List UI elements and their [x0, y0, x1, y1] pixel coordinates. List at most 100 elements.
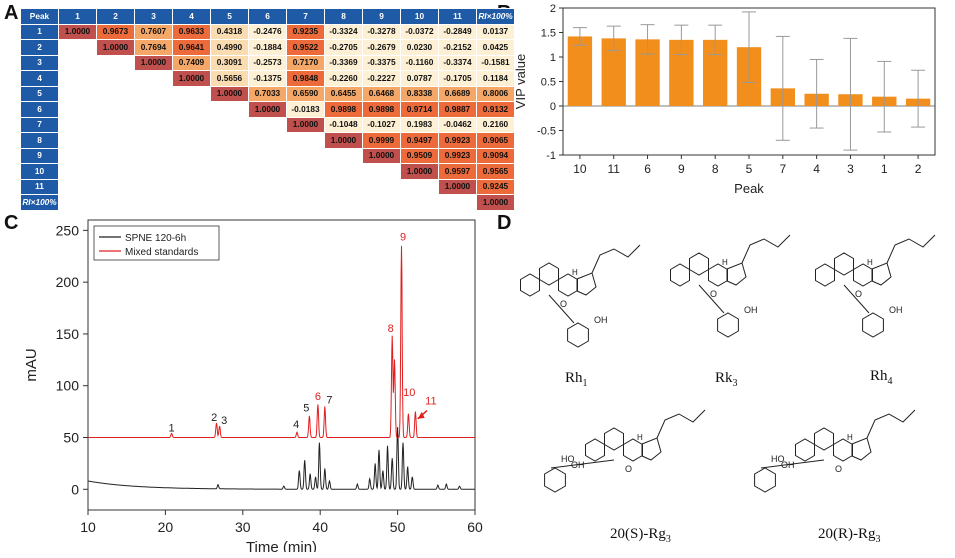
steroid-skeleton [754, 409, 916, 493]
heatmap-cell: 0.6468 [362, 85, 401, 102]
heatmap-col-label: 9 [362, 8, 401, 25]
heatmap-cell: 0.3091 [210, 54, 249, 71]
glycosidic-bond [550, 459, 615, 469]
heatmap-cell: 1.0000 [476, 194, 515, 211]
heatmap-col-label: 8 [324, 8, 363, 25]
x-tick-label: 7 [779, 162, 786, 176]
atom-ho: HO [771, 454, 785, 464]
heatmap-empty-cell [134, 101, 173, 118]
series-line [88, 245, 475, 438]
peak-label: 3 [221, 415, 227, 427]
label-rh4-sub: 4 [887, 376, 893, 387]
heatmap-row: 6 1.0000 -0.0183 0.9898 0.9898 0.9714 0.9887 0.… [20, 101, 515, 118]
heatmap-cell: 0.9898 [324, 101, 363, 118]
heatmap-empty-cell [286, 132, 325, 149]
x-tick-label: 3 [847, 162, 854, 176]
heatmap-col-label: RI×100% [476, 8, 515, 25]
ring-a [520, 273, 540, 297]
glycosidic-bond [760, 459, 825, 469]
x-tick-label: 6 [644, 162, 651, 176]
heatmap-cell: 0.6455 [324, 85, 363, 102]
atom-o: O [625, 464, 632, 474]
heatmap-empty-cell [172, 132, 211, 149]
ring-a [670, 263, 690, 287]
label-rk3-sub: 3 [732, 378, 738, 389]
x-tick-label: 4 [813, 162, 820, 176]
heatmap-empty-cell [210, 101, 249, 118]
heatmap-empty-cell [58, 178, 97, 195]
heatmap-empty-cell [172, 85, 211, 102]
y-tick-label: 200 [56, 274, 80, 290]
x-tick-label: 9 [678, 162, 685, 176]
heatmap-empty-cell [324, 163, 363, 180]
panel-label-c: C [4, 212, 19, 234]
heatmap-row-label: 6 [20, 101, 59, 118]
heatmap-empty-cell [172, 147, 211, 164]
label-rh1: Rh1 [565, 370, 588, 389]
heatmap-row: 7 1.0000 -0.1048 -0.1027 0.1983 -0.0462 0.2160 [20, 116, 515, 133]
heatmap-empty-cell [248, 163, 287, 180]
peak-arrow-head [417, 411, 425, 419]
heatmap-empty-cell [96, 116, 135, 133]
heatmap-col-label: 1 [58, 8, 97, 25]
heatmap-cell: 0.9132 [476, 101, 515, 118]
heatmap-cell: 1.0000 [210, 85, 249, 102]
steroid-skeleton [544, 409, 706, 493]
heatmap-cell: 0.7033 [248, 85, 287, 102]
heatmap-cell: 0.7170 [286, 54, 325, 71]
heatmap-row: 9 1.0000 0.9509 0.9923 0.9094 [20, 147, 515, 164]
heatmap-cell: -0.2679 [362, 39, 401, 56]
y-axis-title: VIP value [513, 54, 528, 109]
heatmap-empty-cell [96, 85, 135, 102]
heatmap-cell: 0.9898 [362, 101, 401, 118]
x-tick-label: 10 [573, 162, 587, 176]
heatmap-row: 3 1.0000 0.7409 0.3091 -0.2573 0.7170 -0.3369-… [20, 54, 515, 71]
heatmap-col-label: 6 [248, 8, 287, 25]
heatmap-empty-cell [324, 178, 363, 195]
heatmap-cell: 0.9235 [286, 23, 325, 40]
heatmap-cell: -0.0183 [286, 101, 325, 118]
heatmap-empty-cell [96, 70, 135, 87]
x-axis-title: Peak [734, 181, 764, 196]
heatmap-empty-cell [58, 194, 97, 211]
heatmap-cell: 0.0425 [476, 39, 515, 56]
series-line [87, 427, 475, 490]
heatmap-col-label: 7 [286, 8, 325, 25]
heatmap-cell: 1.0000 [134, 54, 173, 71]
heatmap-empty-cell [134, 194, 173, 211]
heatmap-row: 10 1.0000 0.9597 0.9565 [20, 163, 515, 180]
steroid-skeleton [670, 234, 791, 338]
heatmap-row-label: 4 [20, 70, 59, 87]
glycosidic-bond [548, 294, 575, 324]
heatmap-cell: 0.9999 [362, 132, 401, 149]
sugar-ring [567, 322, 589, 348]
heatmap-col-label: 2 [96, 8, 135, 25]
heatmap-empty-cell [362, 178, 401, 195]
y-tick-label: 0 [550, 101, 556, 113]
steroid-skeleton [815, 234, 936, 338]
atom-oh: OH [571, 460, 585, 470]
vip-bar-chart: -1 -0.5 0 0.5 1 1.5 2 10 11 6 9 8 5 7 4 3 1 2 Peak VIP valu… [513, 3, 936, 196]
label-20r-rg3-main: 20(R)-Rg [818, 526, 876, 542]
heatmap-corner-label: Peak [20, 8, 59, 25]
x-tick-label: 2 [915, 162, 922, 176]
peak-label: 4 [293, 419, 299, 431]
ring-b [539, 262, 559, 286]
ring-b [834, 252, 854, 276]
y-tick-label: -0.5 [537, 126, 556, 138]
ring-d [871, 262, 892, 286]
heatmap-cell: -0.1160 [400, 54, 439, 71]
heatmap-cell: -0.2260 [324, 70, 363, 87]
heatmap-cell: -0.3324 [324, 23, 363, 40]
heatmap-empty-cell [210, 194, 249, 211]
label-20r-rg3: 20(R)-Rg3 [818, 526, 881, 545]
heatmap-col-label: 5 [210, 8, 249, 25]
heatmap-row: 1 1.0000 0.9673 0.7607 0.9633 0.4318 -0.2476 0.… [20, 23, 515, 40]
heatmap-cell: -0.3374 [438, 54, 477, 71]
glycosidic-bond [843, 284, 870, 314]
heatmap-col-label: 10 [400, 8, 439, 25]
peak-label: 6 [315, 391, 321, 403]
legend-box [93, 225, 220, 261]
label-20s-rg3: 20(S)-Rg3 [610, 526, 671, 545]
